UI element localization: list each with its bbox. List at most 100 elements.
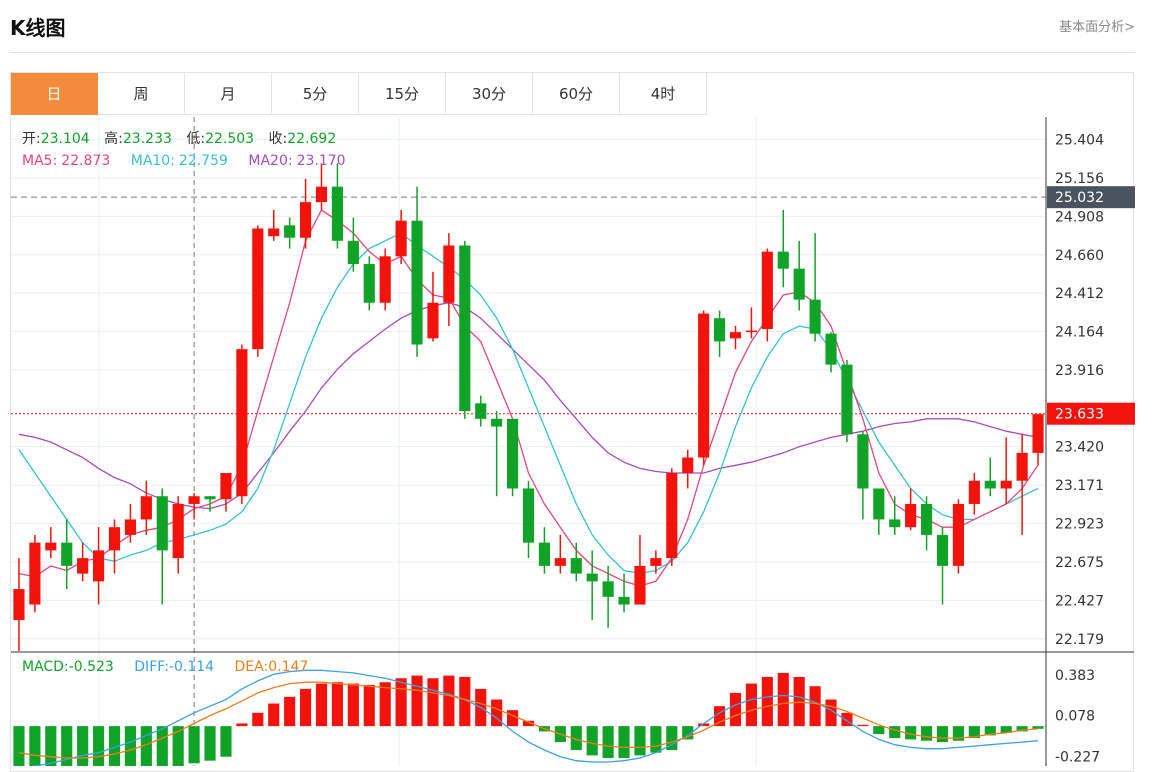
price-tick-label: 23.916 xyxy=(1055,363,1104,379)
candle-body xyxy=(443,245,455,303)
macd-tick-label: 0.383 xyxy=(1055,668,1095,684)
price-tag-label: 25.032 xyxy=(1055,190,1104,206)
candle-body xyxy=(252,228,264,350)
candle-body xyxy=(204,496,216,500)
candle-body xyxy=(459,245,471,412)
tab-15min[interactable]: 15分 xyxy=(359,73,446,115)
candle-body xyxy=(841,364,853,435)
macd-bar xyxy=(761,676,773,727)
candle xyxy=(315,163,328,210)
macd-bar xyxy=(188,726,200,764)
macd-bar xyxy=(809,686,821,727)
candle-body xyxy=(1016,452,1028,481)
candle xyxy=(921,496,933,551)
candle xyxy=(300,178,312,249)
candle xyxy=(889,496,901,535)
macd-bar xyxy=(634,726,646,756)
macd-bar xyxy=(1000,726,1012,733)
candle-body xyxy=(172,503,184,559)
candle-body xyxy=(921,503,933,535)
candle-body xyxy=(315,186,328,203)
candle xyxy=(666,468,678,566)
candle xyxy=(45,527,57,559)
candle-body xyxy=(825,333,837,365)
tab-5min[interactable]: 5分 xyxy=(272,73,359,115)
candle xyxy=(507,418,519,497)
tab-4hour[interactable]: 4时 xyxy=(620,73,707,115)
candle-body xyxy=(634,565,646,605)
candle-body xyxy=(793,268,805,300)
macd-bar xyxy=(140,726,152,766)
macd-bar xyxy=(729,692,742,727)
candle-body xyxy=(347,240,359,265)
candle-body xyxy=(745,330,757,333)
candle xyxy=(682,449,694,489)
tab-30min[interactable]: 30分 xyxy=(446,73,533,115)
macd-bar xyxy=(331,682,343,727)
price-tick-label: 23.171 xyxy=(1055,478,1104,494)
candle xyxy=(61,519,73,590)
macd-bar xyxy=(698,723,710,727)
candle xyxy=(729,325,742,350)
macd-bar xyxy=(952,726,964,741)
ohlc-legend: 开:23.104 高:23.233 低:22.503 收:22.692 xyxy=(22,130,336,147)
macd-bar xyxy=(284,696,296,727)
candle xyxy=(379,248,391,311)
price-tag xyxy=(1047,186,1135,209)
macd-bar xyxy=(45,726,57,766)
ma20-line xyxy=(18,302,1039,510)
candle-body xyxy=(952,503,964,566)
candle-body xyxy=(124,519,136,535)
candle xyxy=(252,225,264,357)
candle xyxy=(188,493,200,520)
price-tick-label: 22.923 xyxy=(1055,517,1104,533)
macd-bar xyxy=(1016,726,1028,732)
macd-bar xyxy=(825,699,837,727)
macd-bar xyxy=(1032,726,1044,729)
tab-week[interactable]: 周 xyxy=(98,73,185,115)
candle-body xyxy=(889,519,901,528)
candle xyxy=(905,488,917,531)
candle-body xyxy=(475,403,487,419)
candle-body xyxy=(507,418,519,489)
candle-body xyxy=(395,220,407,257)
candle xyxy=(13,558,25,651)
candle-body xyxy=(873,488,885,520)
candle xyxy=(204,496,216,512)
macd-bar xyxy=(968,726,980,739)
candle xyxy=(952,499,964,574)
macd-bar xyxy=(777,672,789,727)
candle-body xyxy=(13,589,25,621)
candle-body xyxy=(857,434,869,489)
candle-body xyxy=(236,349,248,497)
tab-60min[interactable]: 60分 xyxy=(533,73,620,115)
macd-bar xyxy=(570,726,582,751)
macd-bar xyxy=(29,726,41,766)
candle-body xyxy=(491,418,503,427)
tab-day[interactable]: 日 xyxy=(11,73,98,115)
candle xyxy=(618,573,630,613)
fundamental-analysis-link[interactable]: 基本面分析> xyxy=(1059,20,1135,35)
candle-body xyxy=(45,542,57,551)
candle-body xyxy=(968,480,980,504)
candle xyxy=(761,248,773,342)
candle xyxy=(650,550,662,574)
candle-body xyxy=(284,225,296,238)
macd-bar xyxy=(172,726,184,766)
price-tick-label: 23.420 xyxy=(1055,440,1104,456)
candle-body xyxy=(618,596,630,605)
macd-bar xyxy=(443,675,455,727)
period-tabs: 日 周 月 5分 15分 30分 60分 4时 xyxy=(11,73,707,115)
tab-month[interactable]: 月 xyxy=(185,73,272,115)
macd-bar xyxy=(411,675,423,727)
candle-body xyxy=(61,542,73,566)
candle-body xyxy=(1032,414,1044,453)
price-tick-label: 25.156 xyxy=(1055,171,1104,187)
macd-bar xyxy=(268,703,280,727)
candle-body xyxy=(777,251,789,269)
candle-body xyxy=(93,550,105,582)
candle xyxy=(93,527,105,605)
macd-bar xyxy=(841,712,853,727)
grid xyxy=(11,117,1046,766)
